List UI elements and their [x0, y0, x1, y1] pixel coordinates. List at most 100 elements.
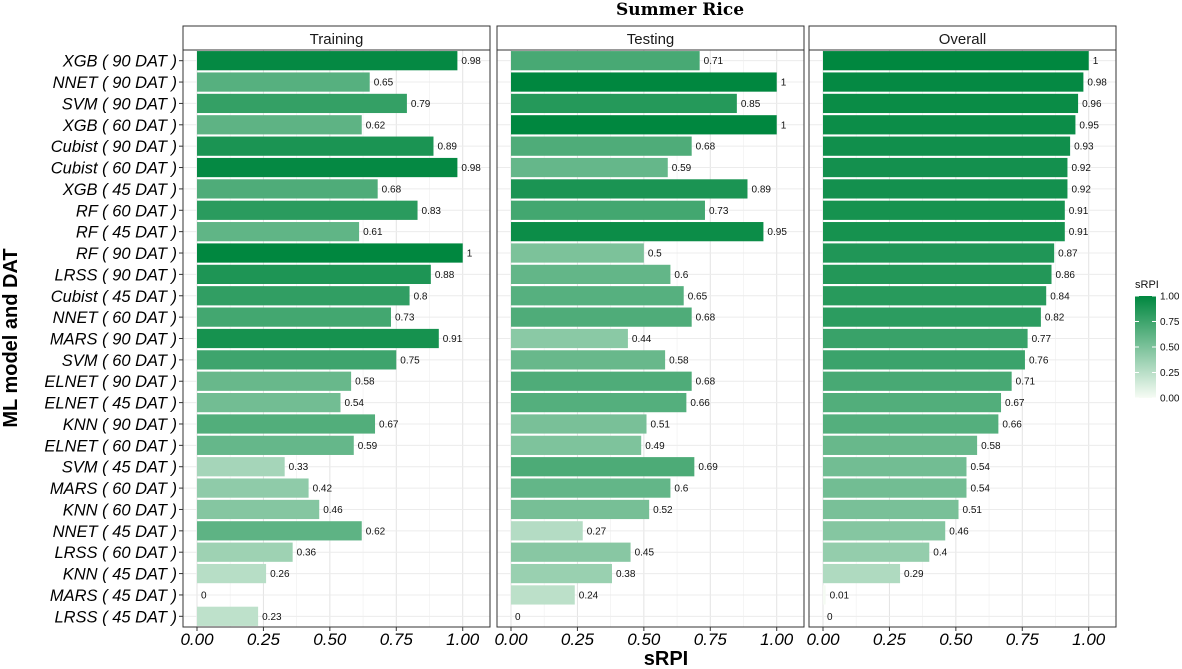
bar-training-23 — [197, 542, 293, 562]
data-label-training-12: 0.73 — [395, 313, 415, 324]
data-label-testing-5: 0.59 — [672, 163, 692, 174]
data-label-overall-5: 0.92 — [1071, 163, 1091, 174]
data-label-training-18: 0.59 — [358, 441, 378, 452]
strip-background — [808, 25, 1117, 51]
bar-training-19 — [197, 457, 285, 477]
data-label-training-17: 0.67 — [379, 419, 399, 430]
data-label-testing-20: 0.6 — [674, 484, 688, 495]
data-label-overall-10: 0.86 — [1056, 270, 1076, 281]
data-label-overall-17: 0.66 — [1002, 419, 1022, 430]
bar-overall-18 — [823, 435, 978, 455]
y-tick-label: ELNET ( 45 DAT ) — [44, 395, 177, 413]
data-label-testing-2: 0.85 — [741, 99, 761, 110]
panel-border — [808, 49, 1117, 628]
data-label-overall-6: 0.92 — [1071, 184, 1091, 195]
y-tick-label: LRSS ( 60 DAT ) — [54, 544, 177, 562]
bar-overall-22 — [823, 521, 946, 541]
panel-testing: Testing 0.71 1 0.85 1 0.68 0.59 0.89 0.73 0.95 0.5… — [494, 25, 805, 649]
data-label-training-21: 0.46 — [323, 505, 343, 516]
data-label-testing-4: 0.68 — [696, 142, 716, 153]
bar-overall-9 — [823, 243, 1055, 263]
y-tick-label: KNN ( 60 DAT ) — [63, 501, 177, 519]
y-tick-label: MARS ( 60 DAT ) — [50, 480, 177, 498]
bar-testing-15 — [511, 371, 692, 391]
y-tick-label: RF ( 90 DAT ) — [76, 245, 177, 263]
data-label-training-1: 0.65 — [374, 78, 394, 89]
y-tick-label: NNET ( 90 DAT ) — [53, 74, 177, 92]
y-tick-label: ELNET ( 60 DAT ) — [44, 437, 177, 455]
data-label-testing-10: 0.6 — [674, 270, 688, 281]
data-label-training-19: 0.33 — [289, 462, 309, 473]
y-tick-label: MARS ( 90 DAT ) — [50, 331, 177, 349]
data-label-overall-26: 0 — [827, 612, 833, 623]
y-tick-label: XGB ( 60 DAT ) — [62, 117, 177, 135]
data-label-testing-26: 0 — [515, 612, 521, 623]
bar-training-5 — [197, 157, 458, 178]
bar-training-14 — [197, 350, 397, 370]
y-tick-label: Cubist ( 90 DAT ) — [51, 138, 177, 156]
bar-testing-0 — [511, 51, 700, 71]
data-label-training-0: 0.98 — [461, 56, 481, 67]
data-label-training-3: 0.62 — [366, 120, 386, 131]
data-label-overall-19: 0.54 — [970, 462, 990, 473]
bar-overall-25 — [823, 585, 826, 605]
y-tick-label: SVM ( 90 DAT ) — [62, 95, 177, 113]
data-label-testing-22: 0.27 — [587, 526, 607, 537]
data-label-testing-3: 1 — [781, 120, 787, 131]
data-label-training-9: 1 — [467, 249, 473, 260]
bar-training-10 — [197, 264, 431, 285]
data-label-training-22: 0.62 — [366, 526, 386, 537]
bar-testing-23 — [511, 542, 631, 562]
bar-training-16 — [197, 392, 341, 413]
data-label-overall-15: 0.71 — [1016, 377, 1036, 388]
panel-border — [496, 49, 805, 628]
facet-panels: Training 0.98 0.65 0.79 0.62 0.89 0.98 0.68 0.83… — [180, 25, 1117, 649]
y-tick-label: NNET ( 60 DAT ) — [53, 309, 177, 327]
data-label-training-4: 0.89 — [437, 142, 457, 153]
bar-training-7 — [197, 200, 418, 220]
bar-overall-11 — [823, 286, 1047, 306]
data-label-overall-16: 0.67 — [1005, 398, 1025, 409]
x-tick-label: 0.50 — [627, 630, 661, 649]
panel-training: Training 0.98 0.65 0.79 0.62 0.89 0.98 0.68 0.83… — [180, 25, 491, 649]
legend-title: sRPI — [1135, 279, 1159, 291]
bar-testing-11 — [511, 286, 684, 306]
bar-testing-3 — [511, 115, 777, 135]
bar-testing-21 — [511, 499, 650, 520]
data-label-overall-24: 0.29 — [904, 569, 924, 580]
data-label-overall-21: 0.51 — [963, 505, 983, 516]
chart-title: Summer Rice — [616, 0, 744, 20]
data-label-training-7: 0.83 — [422, 206, 442, 217]
data-label-training-14: 0.75 — [400, 355, 420, 366]
bar-overall-7 — [823, 200, 1065, 220]
bar-overall-10 — [823, 264, 1052, 285]
data-label-overall-8: 0.91 — [1069, 227, 1089, 238]
y-tick-label: LRSS ( 90 DAT ) — [54, 266, 177, 284]
data-label-training-5: 0.98 — [461, 163, 481, 174]
x-tick-label: 0.75 — [694, 630, 728, 649]
x-tick-label: 1.00 — [1072, 630, 1106, 649]
bar-overall-8 — [823, 222, 1065, 242]
x-tick-label: 1.00 — [760, 630, 794, 649]
bar-training-3 — [197, 115, 362, 135]
y-axis-title: ML model and DAT — [0, 248, 22, 427]
bar-testing-18 — [511, 435, 642, 455]
bar-training-8 — [197, 222, 360, 242]
bar-overall-14 — [823, 350, 1025, 370]
y-tick-label: RF ( 60 DAT ) — [76, 202, 177, 220]
y-tick-label: SVM ( 45 DAT ) — [62, 459, 177, 477]
color-legend: sRPI 1.00 0.75 0.50 0.25 0.00 — [1135, 279, 1180, 405]
data-label-overall-25: 0.01 — [830, 590, 850, 601]
bar-testing-5 — [511, 157, 668, 178]
y-tick-label: LRSS ( 45 DAT ) — [54, 608, 177, 626]
y-tick-label: ELNET ( 90 DAT ) — [44, 373, 177, 391]
panel-overall: Overall 1 0.98 0.96 0.95 0.93 0.92 0.92 0.91 0.91… — [806, 25, 1117, 649]
data-label-overall-7: 0.91 — [1069, 206, 1089, 217]
x-tick-label: 0.00 — [494, 630, 528, 649]
x-tick-label: 1.00 — [446, 630, 480, 649]
data-label-training-6: 0.68 — [382, 184, 402, 195]
x-tick-label: 0.00 — [180, 630, 214, 649]
strip-label-training: Training — [310, 31, 364, 48]
y-tick-label: XGB ( 90 DAT ) — [62, 53, 177, 71]
bar-testing-9 — [511, 243, 644, 263]
